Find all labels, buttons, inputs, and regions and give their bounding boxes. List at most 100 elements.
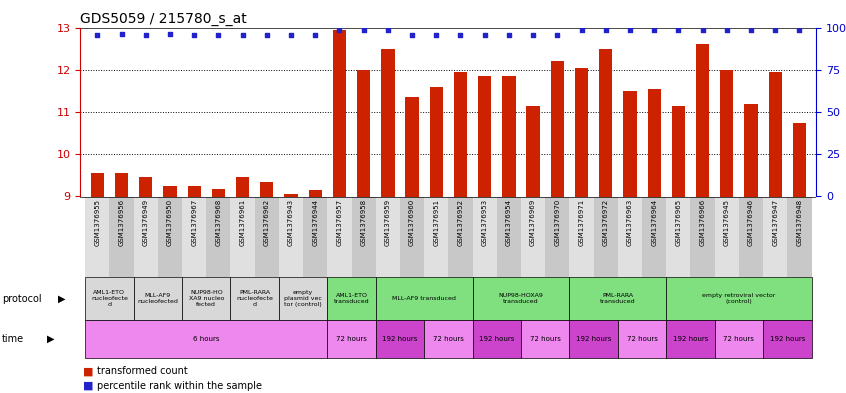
Text: 192 hours: 192 hours (382, 336, 418, 342)
Text: GSM1376963: GSM1376963 (627, 199, 633, 246)
Point (793, 26, 806, 33)
Bar (521, 196, 545, 277)
Bar (768, 72, 782, 196)
Bar (163, 186, 177, 196)
Bar (424, 196, 448, 277)
Text: ■: ■ (83, 381, 93, 391)
Point (744, 26, 758, 33)
Text: GSM1376943: GSM1376943 (288, 199, 294, 246)
Text: GSM1376964: GSM1376964 (651, 199, 657, 246)
Point (284, 32, 298, 38)
Text: GSM1376970: GSM1376970 (554, 199, 560, 246)
Text: GSM1376958: GSM1376958 (360, 199, 366, 246)
Text: MLL-AF9 transduced: MLL-AF9 transduced (393, 296, 456, 301)
Bar (624, 91, 637, 196)
Bar (134, 196, 158, 277)
Text: AML1-ETO
transduced: AML1-ETO transduced (333, 293, 370, 304)
Bar (448, 196, 473, 277)
Bar (696, 44, 709, 196)
Bar (327, 320, 376, 358)
Bar (497, 196, 521, 277)
Text: empty retroviral vector
(control): empty retroviral vector (control) (702, 293, 776, 304)
Text: PML-RARA
transduced: PML-RARA transduced (600, 293, 635, 304)
Bar (720, 70, 733, 196)
Bar (453, 72, 467, 196)
Text: 72 hours: 72 hours (627, 336, 657, 342)
Point (357, 26, 371, 33)
Bar (551, 61, 564, 196)
Text: GSM1376968: GSM1376968 (216, 199, 222, 246)
Point (91, 32, 104, 38)
Bar (715, 196, 739, 277)
Bar (667, 196, 690, 277)
Bar (303, 196, 327, 277)
Text: GSM1376948: GSM1376948 (796, 199, 803, 246)
Text: GDS5059 / 215780_s_at: GDS5059 / 215780_s_at (80, 13, 247, 26)
Point (309, 32, 322, 38)
Bar (400, 196, 424, 277)
Point (163, 31, 177, 37)
Text: GSM1376952: GSM1376952 (458, 199, 464, 246)
Text: GSM1376946: GSM1376946 (748, 199, 754, 246)
Point (139, 32, 152, 38)
Bar (667, 320, 715, 358)
Text: AML1-ETO
nucleofecte
d: AML1-ETO nucleofecte d (91, 290, 128, 307)
Text: GSM1376967: GSM1376967 (191, 199, 197, 246)
Bar (430, 86, 443, 196)
Text: empty
plasmid vec
tor (control): empty plasmid vec tor (control) (284, 290, 322, 307)
Point (236, 32, 250, 38)
Bar (230, 196, 255, 277)
Point (115, 31, 129, 37)
Bar (569, 196, 594, 277)
Bar (744, 104, 758, 196)
Text: NUP98-HOXA9
transduced: NUP98-HOXA9 transduced (498, 293, 543, 304)
Text: 72 hours: 72 hours (530, 336, 561, 342)
Text: GSM1376945: GSM1376945 (724, 199, 730, 246)
Text: ▶: ▶ (58, 294, 65, 304)
Bar (376, 277, 473, 320)
Point (695, 26, 709, 33)
Point (381, 26, 394, 33)
Point (260, 32, 273, 38)
Bar (382, 49, 394, 196)
Bar (473, 320, 521, 358)
Text: 192 hours: 192 hours (576, 336, 612, 342)
Bar (647, 89, 661, 196)
Bar (255, 196, 279, 277)
Bar (569, 320, 618, 358)
Bar (526, 106, 540, 196)
Point (647, 26, 661, 33)
Bar (85, 320, 327, 358)
Bar (182, 277, 230, 320)
Bar (327, 277, 376, 320)
Bar (376, 320, 424, 358)
Point (453, 32, 467, 38)
Text: GSM1376960: GSM1376960 (409, 199, 415, 246)
Text: PML-RARA
nucleofecte
d: PML-RARA nucleofecte d (236, 290, 273, 307)
Bar (309, 190, 321, 196)
Bar (352, 196, 376, 277)
Text: NUP98-HO
XA9 nucleo
fected: NUP98-HO XA9 nucleo fected (189, 290, 224, 307)
Bar (618, 320, 667, 358)
Text: GSM1376947: GSM1376947 (772, 199, 778, 246)
Bar (376, 196, 400, 277)
Bar (188, 186, 201, 196)
Text: 72 hours: 72 hours (336, 336, 367, 342)
Bar (594, 196, 618, 277)
Point (188, 32, 201, 38)
Point (599, 26, 613, 33)
Point (405, 32, 419, 38)
Text: ▶: ▶ (47, 334, 54, 344)
Bar (763, 196, 788, 277)
Bar (642, 196, 667, 277)
Point (551, 32, 564, 38)
Point (720, 26, 733, 33)
Bar (521, 320, 569, 358)
Bar (473, 277, 569, 320)
Bar (690, 196, 715, 277)
Text: GSM1376956: GSM1376956 (118, 199, 124, 246)
Bar (763, 320, 811, 358)
Text: 192 hours: 192 hours (479, 336, 514, 342)
Bar (134, 277, 182, 320)
Bar (109, 196, 134, 277)
